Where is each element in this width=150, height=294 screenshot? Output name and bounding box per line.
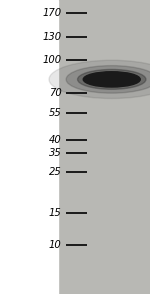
Bar [58, 0, 150, 294]
Text: 70: 70 [49, 88, 61, 98]
Text: 10: 10 [49, 240, 61, 250]
Text: 100: 100 [42, 55, 62, 65]
Bar [0, 0, 58, 294]
Ellipse shape [78, 69, 146, 89]
Ellipse shape [83, 72, 140, 87]
Ellipse shape [49, 60, 150, 98]
Text: 35: 35 [49, 148, 61, 158]
Text: 170: 170 [42, 8, 62, 18]
Text: 15: 15 [49, 208, 61, 218]
Text: 55: 55 [49, 108, 61, 118]
Text: 40: 40 [49, 135, 61, 145]
Text: 130: 130 [42, 32, 62, 42]
Ellipse shape [66, 66, 150, 93]
Text: 25: 25 [49, 167, 61, 177]
